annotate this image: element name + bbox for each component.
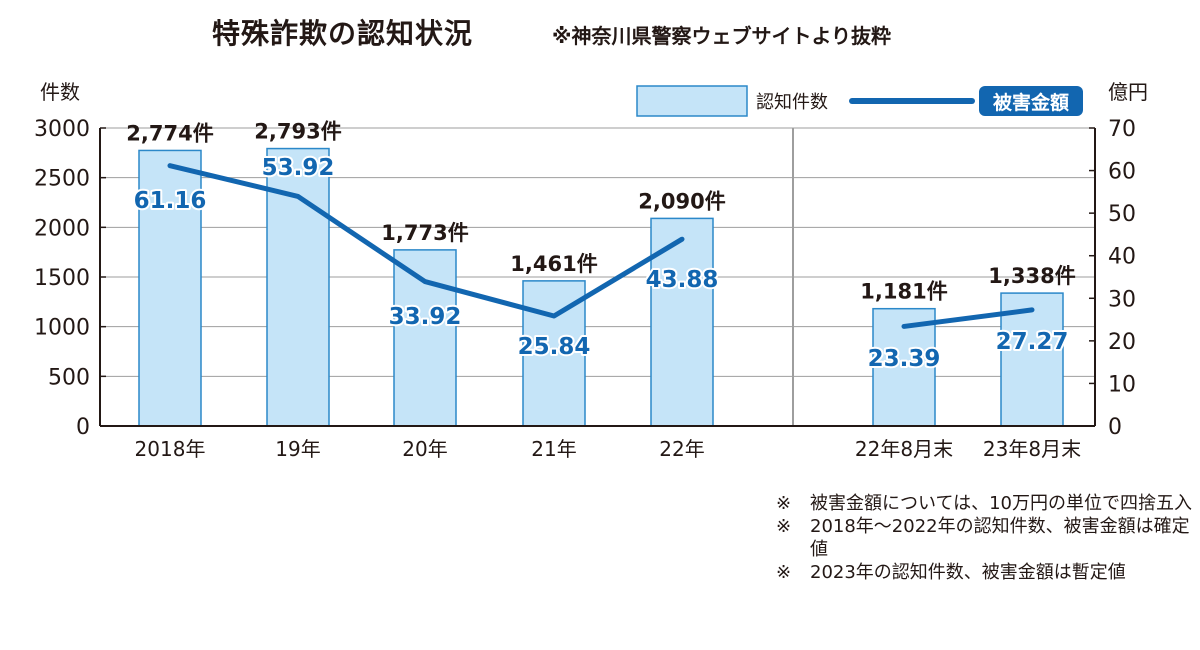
- bar-value-label: 1,181件: [860, 280, 947, 304]
- legend-bar-swatch: [636, 85, 748, 117]
- y-tick-label: 500: [48, 365, 90, 390]
- series-line: [901, 307, 1035, 329]
- line-value-label: 61.16: [134, 188, 207, 214]
- y2-tick-label: 60: [1108, 160, 1136, 185]
- x-tick-label: 23年8月末: [983, 437, 1081, 461]
- bar-value-label: 1,773件: [381, 221, 468, 245]
- y-tick-label: 2000: [34, 216, 90, 241]
- bar-value-label: 1,338件: [988, 264, 1075, 288]
- y-tick-label: 2500: [34, 167, 90, 192]
- line-series: [167, 163, 1035, 329]
- legend-bar-label: 認知件数: [756, 92, 828, 113]
- footnotes: ※ 被害金額については、10万円の単位で四捨五入 ※ 2018年～2022年の認知件…: [776, 492, 1196, 584]
- y2-axis-label: 億円: [1108, 80, 1148, 104]
- chart-subtitle: ※神奈川県警察ウェブサイトより抜粋: [552, 24, 892, 48]
- x-tick-label: 21年: [531, 437, 576, 461]
- x-tick-label: 22年8月末: [855, 437, 953, 461]
- y-tick-label: 3000: [34, 117, 90, 142]
- bar: [393, 249, 457, 427]
- y-tick-label: 0: [76, 415, 90, 440]
- x-tick-label: 22年: [659, 437, 704, 461]
- line-value-label: 23.39: [868, 346, 941, 372]
- line-value-label: 27.27: [996, 329, 1069, 355]
- footnote-mark: ※: [776, 516, 792, 537]
- y2-tick-label: 20: [1108, 330, 1136, 355]
- x-tick-label: 20年: [402, 437, 447, 461]
- y-tick-label: 1500: [34, 266, 90, 291]
- footnote: ※ 被害金額については、10万円の単位で四捨五入: [776, 492, 1196, 515]
- y2-tick-label: 70: [1108, 117, 1136, 142]
- legend: 認知件数 被害金額: [636, 85, 1083, 117]
- y2-tick-label: 50: [1108, 202, 1136, 227]
- line-value-label: 43.88: [646, 267, 719, 293]
- y2-tick-label: 10: [1108, 372, 1136, 397]
- bar-value-label: 2,793件: [254, 120, 341, 144]
- axes: 0 500 1000 1500 2000 2500 3000 0 10 20 30 40 50 60 70 2…: [34, 80, 1148, 461]
- x-tick-label: 2018年: [135, 437, 206, 461]
- footnote-mark: ※: [776, 493, 792, 514]
- y-axis-label: 件数: [40, 80, 80, 104]
- bar: [138, 149, 202, 427]
- chart-title: 特殊詐欺の認知状況: [212, 17, 474, 50]
- bar-value-label: 2,774件: [126, 121, 213, 145]
- footnote-text: 2023年の認知件数、被害金額は暫定値: [810, 562, 1126, 583]
- line-value-label: 25.84: [518, 334, 591, 360]
- gridlines: [100, 127, 1095, 426]
- y2-tick-label: 40: [1108, 245, 1136, 270]
- data-labels: 2,774件 2,793件 1,773件 1,461件 2,090件 1,181件 1,33…: [126, 120, 1075, 374]
- line-value-label: 33.92: [389, 304, 462, 330]
- series-line: [167, 163, 685, 319]
- legend-line-label: 被害金額: [993, 91, 1069, 114]
- x-tick-label: 19年: [275, 437, 320, 461]
- bar: [1000, 292, 1064, 427]
- bar-value-label: 1,461件: [510, 252, 597, 276]
- bar-value-label: 2,090件: [638, 189, 725, 213]
- line-value-label: 53.92: [262, 155, 335, 181]
- footnote: ※ 2018年～2022年の認知件数、被害金額は確定値: [776, 515, 1196, 561]
- y-tick-label: 1000: [34, 316, 90, 341]
- footnote-mark: ※: [776, 562, 792, 583]
- footnote-text: 2018年～2022年の認知件数、被害金額は確定値: [810, 516, 1190, 560]
- y2-tick-label: 30: [1108, 287, 1136, 312]
- y2-tick-label: 0: [1108, 415, 1122, 440]
- footnote: ※ 2023年の認知件数、被害金額は暫定値: [776, 561, 1196, 584]
- legend-line-badge: [979, 86, 1083, 116]
- footnote-text: 被害金額については、10万円の単位で四捨五入: [810, 493, 1193, 514]
